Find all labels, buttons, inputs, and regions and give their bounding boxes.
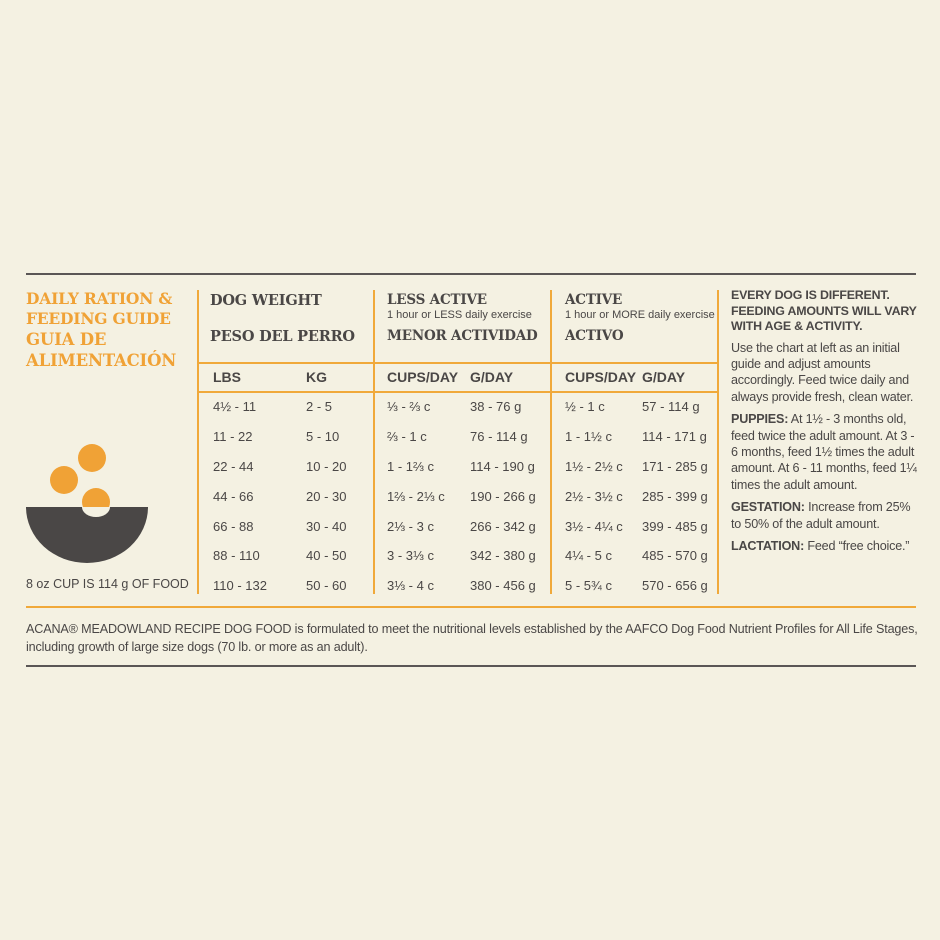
grams-less-cell: 266 - 342 g — [470, 519, 536, 534]
lbs-cell: 22 - 44 — [213, 459, 254, 474]
cups-less-cell: 3⅓ - 4 c — [387, 578, 434, 593]
title-es-line1: GUIA DE — [26, 330, 107, 349]
cups-active-cell: 2½ - 3½ c — [565, 489, 623, 504]
gestation-text: Increase from 25% to 50% of the adult am… — [731, 500, 911, 531]
less-active-heading: LESS ACTIVE — [387, 292, 487, 308]
column-header-grams-less: G/DAY — [470, 369, 514, 385]
grams-active-cell: 57 - 114 g — [642, 399, 700, 414]
title-es-line2: ALIMENTACIÓN — [26, 351, 177, 370]
lactation-note: LACTATION: Feed “free choice.” — [731, 538, 921, 554]
grams-active-cell: 485 - 570 g — [642, 548, 708, 563]
kg-cell: 30 - 40 — [306, 519, 347, 534]
table-divider — [550, 290, 552, 594]
column-header-grams-active: G/DAY — [642, 369, 686, 385]
kg-cell: 40 - 50 — [306, 548, 347, 563]
feeding-guide-title: DAILY RATION & FEEDING GUIDE GUIA DE ALI… — [26, 289, 196, 371]
grams-active-cell: 114 - 171 g — [642, 429, 707, 444]
grams-active-cell: 171 - 285 g — [642, 459, 708, 474]
gestation-label: GESTATION: — [731, 500, 805, 515]
cups-less-cell: 2⅓ - 3 c — [387, 519, 434, 534]
cups-less-cell: 1⅔ - 2⅓ c — [387, 489, 445, 504]
dog-weight-heading-es: PESO DEL PERRO — [210, 328, 355, 345]
column-header-cups-active: CUPS/DAY — [565, 369, 637, 385]
lbs-cell: 11 - 22 — [213, 429, 253, 444]
bottom-rule — [26, 665, 916, 667]
table-divider — [373, 290, 375, 594]
grams-less-cell: 38 - 76 g — [470, 399, 522, 414]
grams-less-cell: 190 - 266 g — [470, 489, 536, 504]
table-header-rule — [197, 391, 719, 393]
kg-cell: 5 - 10 — [306, 429, 340, 444]
table-divider — [197, 290, 199, 594]
food-bowl-icon — [26, 444, 148, 563]
kg-cell: 50 - 60 — [306, 578, 347, 593]
lbs-cell: 88 - 110 — [213, 548, 260, 563]
kg-cell: 10 - 20 — [306, 459, 347, 474]
title-en-line1: DAILY RATION & — [26, 289, 173, 308]
cups-active-cell: 4¼ - 5 c — [565, 548, 612, 563]
cups-active-cell: 3½ - 4¼ c — [565, 519, 623, 534]
top-rule — [26, 273, 916, 275]
grams-less-cell: 76 - 114 g — [470, 429, 528, 444]
less-active-subtitle: 1 hour or LESS daily exercise — [387, 309, 532, 321]
table-header-rule — [197, 362, 719, 364]
cups-less-cell: 1 - 1⅔ c — [387, 459, 434, 474]
feeding-notes: EVERY DOG IS DIFFERENT. FEEDING AMOUNTS … — [731, 288, 921, 560]
notes-intro: EVERY DOG IS DIFFERENT. FEEDING AMOUNTS … — [731, 288, 917, 333]
cups-active-cell: ½ - 1 c — [565, 399, 605, 414]
cups-less-cell: 3 - 3⅓ c — [387, 548, 434, 563]
cups-less-cell: ⅔ - 1 c — [387, 429, 427, 444]
lbs-cell: 4½ - 11 — [213, 399, 257, 414]
grams-active-cell: 399 - 485 g — [642, 519, 708, 534]
cups-active-cell: 5 - 5¾ c — [565, 578, 612, 593]
kg-cell: 2 - 5 — [306, 399, 333, 414]
active-subtitle: 1 hour or MORE daily exercise — [565, 309, 715, 321]
column-header-cups-less: CUPS/DAY — [387, 369, 459, 385]
table-divider — [717, 290, 719, 594]
aafco-statement: ACANA® MEADOWLAND RECIPE DOG FOOD is for… — [26, 622, 918, 654]
orange-rule — [26, 606, 916, 608]
column-header-kg: KG — [306, 369, 327, 385]
gestation-note: GESTATION: Increase from 25% to 50% of t… — [731, 499, 921, 532]
grams-less-cell: 380 - 456 g — [470, 578, 536, 593]
lactation-text: Feed “free choice.” — [807, 538, 910, 553]
less-active-heading-es: MENOR ACTIVIDAD — [387, 328, 538, 344]
cup-measure-note: 8 oz CUP IS 114 g OF FOOD — [26, 577, 189, 591]
kg-cell: 20 - 30 — [306, 489, 347, 504]
cups-active-cell: 1 - 1½ c — [565, 429, 612, 444]
grams-less-cell: 342 - 380 g — [470, 548, 536, 563]
cups-less-cell: ⅓ - ⅔ c — [387, 399, 431, 414]
column-header-lbs: LBS — [213, 369, 241, 385]
lactation-label: LACTATION: — [731, 538, 805, 553]
puppies-note: PUPPIES: At 1½ - 3 months old, feed twic… — [731, 411, 921, 493]
active-heading: ACTIVE — [565, 292, 623, 308]
dog-weight-heading: DOG WEIGHT — [210, 292, 322, 309]
lbs-cell: 44 - 66 — [213, 489, 254, 504]
title-en-line2: FEEDING GUIDE — [26, 309, 171, 328]
puppies-text: At 1½ - 3 months old, feed twice the adu… — [731, 412, 917, 492]
lbs-cell: 66 - 88 — [213, 519, 254, 534]
grams-active-cell: 285 - 399 g — [642, 489, 708, 504]
lbs-cell: 110 - 132 — [213, 578, 267, 593]
puppies-label: PUPPIES: — [731, 412, 789, 427]
grams-less-cell: 114 - 190 g — [470, 459, 535, 474]
active-heading-es: ACTIVO — [565, 328, 624, 344]
grams-active-cell: 570 - 656 g — [642, 578, 708, 593]
notes-body: Use the chart at left as an initial guid… — [731, 340, 914, 404]
cups-active-cell: 1½ - 2½ c — [565, 459, 623, 474]
